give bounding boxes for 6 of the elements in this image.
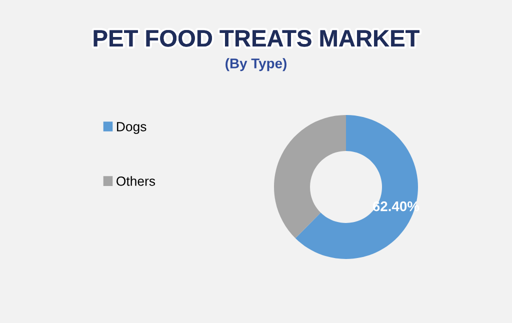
legend-label: Dogs [116,122,146,134]
donut-slice [274,115,346,238]
donut-slice [295,115,418,259]
legend-label: Others [116,176,156,186]
chart-title: PET FOOD TREATS MARKET [94,30,420,47]
chart-subtitle: (By Type) [226,58,286,72]
